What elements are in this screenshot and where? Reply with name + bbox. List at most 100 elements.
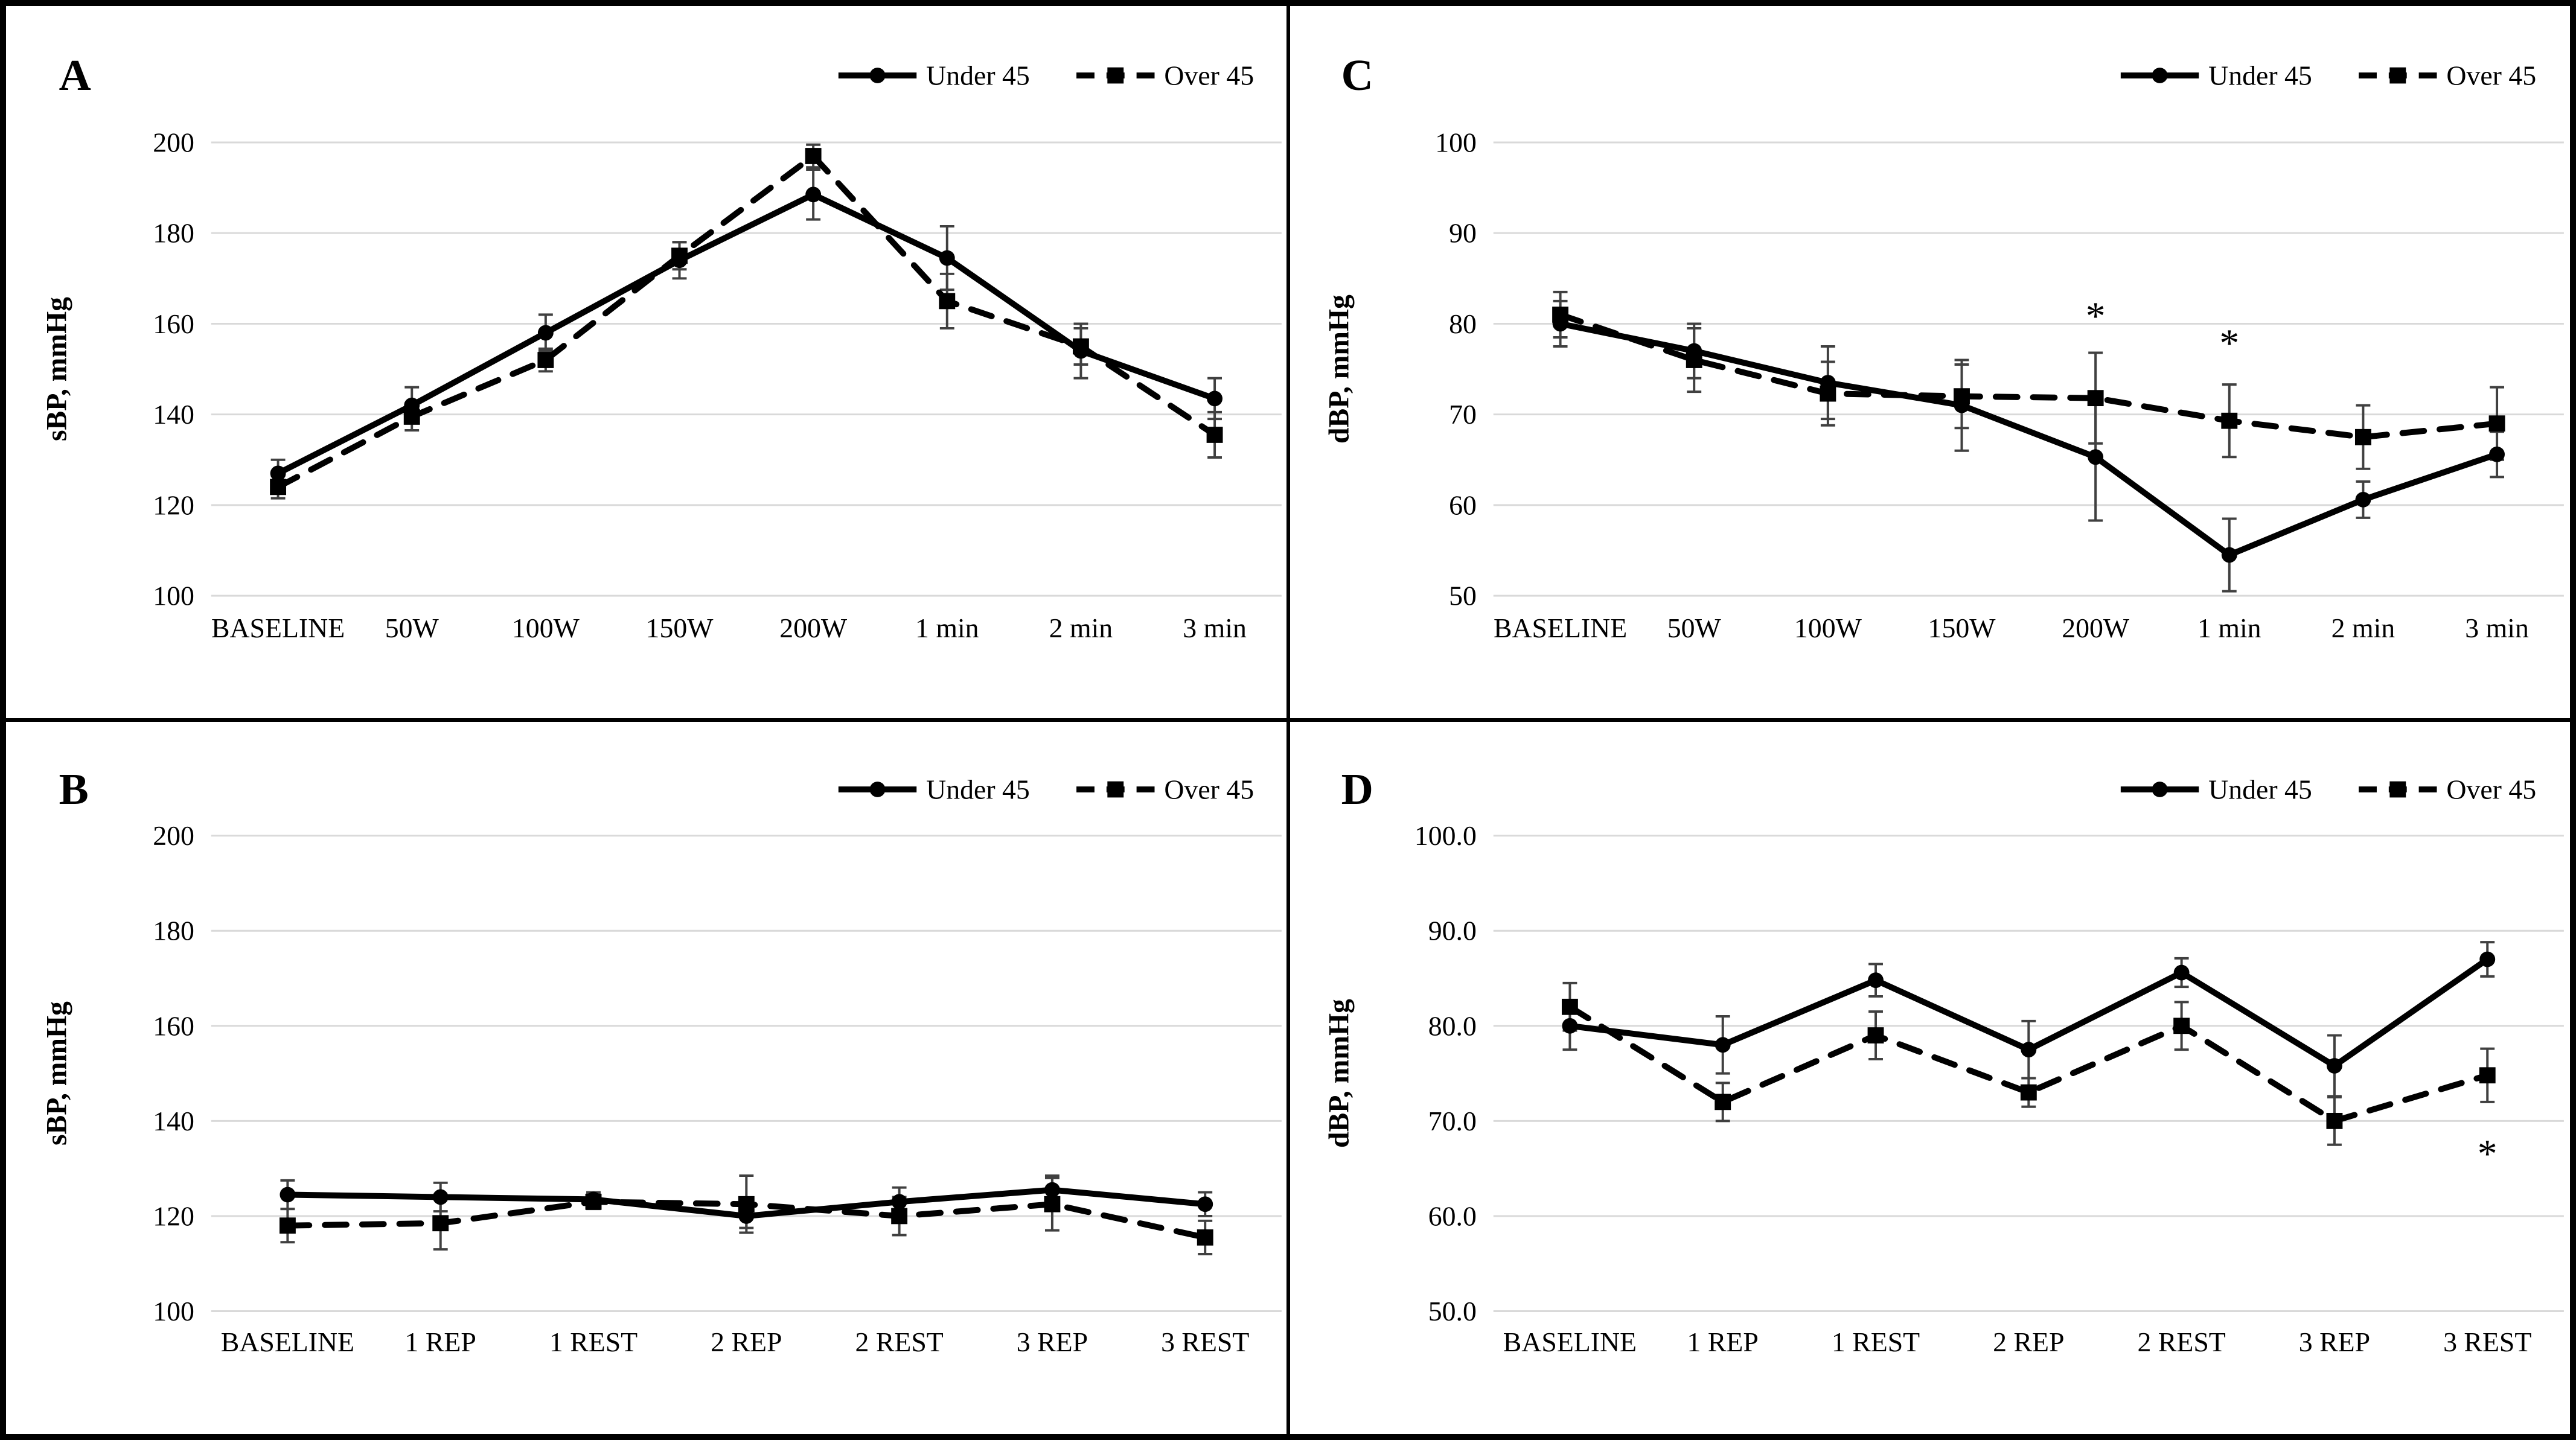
- y-tick-label: 100.0: [1414, 820, 1476, 851]
- y-tick-label: 70: [1449, 399, 1477, 430]
- x-category-label: 50W: [385, 613, 439, 643]
- data-point-under45: [1561, 1018, 1577, 1034]
- data-point-over45: [2354, 428, 2371, 445]
- x-category-label: 3 min: [2465, 613, 2529, 643]
- y-tick-label: 80: [1449, 308, 1477, 339]
- data-point-over45: [1072, 338, 1089, 355]
- x-category-label: 200W: [779, 613, 848, 643]
- data-point-under45: [432, 1189, 449, 1205]
- panel-b-sbp-rep-rest-protocol: 100 120 140 160 180 200 BASELINE 1 REP 1 REST 2 R…: [6, 720, 1288, 1434]
- data-point-over45: [2087, 390, 2104, 407]
- data-point-over45: [738, 1196, 755, 1212]
- data-point-over45: [1953, 388, 1970, 405]
- y-tick-label: 120: [153, 1200, 194, 1231]
- legend-label: Under 45: [926, 60, 1030, 91]
- y-tick-label: 160: [153, 308, 194, 339]
- legend-label: Over 45: [1164, 774, 1254, 805]
- panel-label: B: [59, 764, 89, 814]
- x-category-label: 1 min: [2197, 613, 2261, 643]
- y-tick-label: 50.0: [1428, 1296, 1476, 1327]
- legend-marker-circle-icon: [2152, 782, 2167, 797]
- data-point-under45: [1044, 1182, 1060, 1198]
- x-category-label: BASELINE: [211, 613, 345, 643]
- data-point-over45: [2173, 1018, 2190, 1034]
- x-category-label: 2 min: [1049, 613, 1113, 643]
- legend-label: Under 45: [2208, 774, 2312, 805]
- data-point-under45: [939, 250, 955, 266]
- legend-label: Under 45: [2208, 60, 2312, 91]
- legend-label: Over 45: [2446, 60, 2536, 91]
- data-point-under45: [2020, 1042, 2036, 1058]
- data-point-under45: [1867, 972, 1884, 989]
- panel-a-sbp-incremental-exercise: 100 120 140 160 180 200 BASELINE 50W 100W 150W 200…: [6, 6, 1288, 720]
- series-line-under45: [1557, 320, 2500, 558]
- x-category-label: 3 REP: [1017, 1327, 1088, 1357]
- x-category-label: 3 REST: [2443, 1327, 2531, 1357]
- y-tick-label: 140: [153, 1106, 194, 1136]
- y-tick-label: 100: [153, 581, 194, 611]
- series-line-over45: [1557, 311, 2500, 441]
- x-category-label: 150W: [646, 613, 714, 643]
- x-category-label: 100W: [1794, 613, 1862, 643]
- data-point-under45: [891, 1194, 907, 1210]
- data-point-over45: [2220, 412, 2237, 429]
- legend-marker-square-icon: [1107, 781, 1124, 798]
- y-tick-label: 120: [153, 489, 194, 520]
- data-point-over45: [537, 352, 554, 368]
- x-category-label: 2 REP: [1993, 1327, 2064, 1357]
- data-point-under45: [2488, 446, 2505, 462]
- legend-item-over45: Over 45: [1076, 60, 1254, 91]
- y-tick-label: 160: [153, 1010, 194, 1041]
- y-tick-label: 100: [1435, 127, 1477, 158]
- y-axis-title: dBP, mmHg: [1323, 295, 1355, 444]
- panel-label: C: [1341, 50, 1373, 100]
- significance-asterisk: *: [2219, 322, 2239, 366]
- panel-divider-horizontal: [6, 718, 2570, 722]
- legend-marker-circle-icon: [869, 68, 886, 83]
- legend-label: Over 45: [1164, 60, 1254, 91]
- legend-item-under45: Under 45: [2120, 60, 2312, 91]
- legend-marker-circle-icon: [2152, 68, 2167, 83]
- y-tick-label: 50: [1449, 581, 1477, 611]
- x-category-label: 3 REST: [1161, 1327, 1249, 1357]
- y-tick-label: 90: [1449, 218, 1477, 249]
- legend-marker-circle-icon: [869, 782, 886, 797]
- data-point-under45: [2173, 964, 2190, 981]
- data-point-over45: [1714, 1094, 1731, 1110]
- x-category-label: 50W: [1667, 613, 1721, 643]
- data-point-over45: [2488, 415, 2505, 432]
- data-point-under45: [805, 186, 822, 203]
- x-category-label: 150W: [1928, 613, 1996, 643]
- y-tick-label: 90.0: [1428, 916, 1476, 946]
- y-tick-label: 200: [153, 820, 194, 851]
- data-point-over45: [2479, 1067, 2496, 1084]
- data-point-under45: [537, 325, 554, 341]
- x-category-label: BASELINE: [221, 1327, 354, 1357]
- panel-label: D: [1341, 764, 1373, 814]
- x-category-label: BASELINE: [1493, 613, 1626, 643]
- data-point-over45: [939, 293, 956, 310]
- data-point-under45: [2221, 547, 2237, 563]
- x-category-label: 1 REP: [1687, 1327, 1758, 1357]
- data-point-over45: [403, 409, 420, 425]
- x-category-label: 2 min: [2331, 613, 2395, 643]
- panel-c-dbp-incremental-exercise: 50 60 70 80 90 100 BASELINE 50W 100W 150W 200W 1 mi…: [1288, 6, 2571, 720]
- data-point-under45: [2479, 951, 2495, 967]
- data-point-over45: [1044, 1196, 1061, 1212]
- data-point-under45: [1207, 390, 1223, 407]
- x-category-label: 200W: [2062, 613, 2130, 643]
- y-tick-label: 80.0: [1428, 1010, 1476, 1041]
- y-tick-label: 140: [153, 399, 194, 430]
- legend-item-over45: Over 45: [2358, 774, 2536, 804]
- legend-item-over45: Over 45: [1076, 774, 1254, 805]
- data-point-over45: [1197, 1229, 1213, 1246]
- legend-marker-square-icon: [2389, 781, 2406, 798]
- y-tick-label: 60: [1449, 489, 1477, 520]
- x-category-label: 1 REP: [405, 1327, 476, 1357]
- x-category-label: 3 min: [1183, 613, 1247, 643]
- data-point-over45: [1552, 307, 1568, 323]
- y-tick-label: 100: [153, 1296, 194, 1327]
- data-point-over45: [279, 1217, 296, 1234]
- y-tick-label: 200: [153, 127, 194, 158]
- x-category-label: 1 min: [915, 613, 979, 643]
